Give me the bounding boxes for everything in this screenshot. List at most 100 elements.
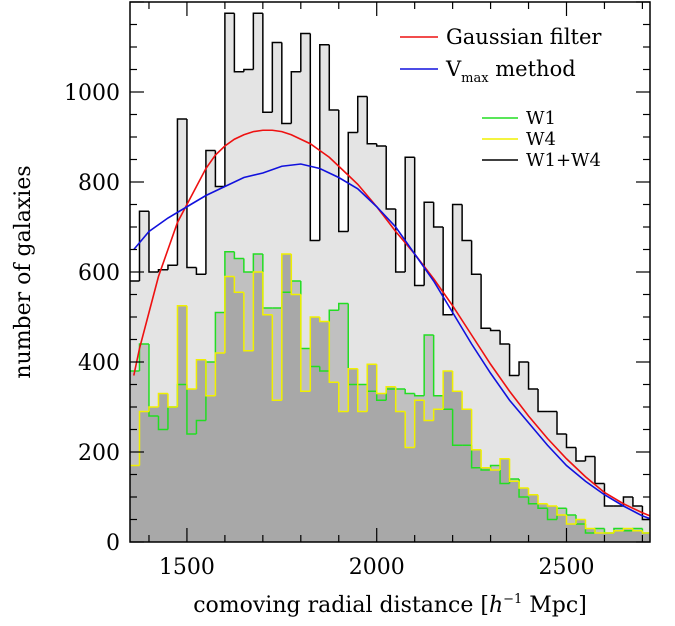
curve-layer — [133, 129, 651, 520]
hist-bin-w4 — [632, 528, 643, 532]
hist-bin-w4 — [252, 271, 263, 351]
hist-bin-w1-w4 — [508, 344, 520, 377]
hist-bin-w1-w4 — [518, 361, 529, 376]
hist-outline-w1-w4 — [130, 12, 650, 521]
hist-bin-w1 — [470, 445, 482, 469]
hist-bin-w4 — [233, 276, 244, 293]
hist-bin-w4 — [205, 359, 216, 397]
hist-bin-w1-w4 — [575, 447, 586, 462]
hist-bin-w4 — [594, 528, 605, 534]
hist-bin-w1-w4 — [205, 149, 216, 275]
hist-bin-w1-w4 — [565, 434, 576, 449]
hist-bin-w4 — [451, 371, 463, 392]
hist-bin-w4 — [546, 503, 558, 507]
hist-bin-w1-w4 — [366, 96, 377, 145]
y-tick-label: 400 — [78, 351, 120, 376]
hist-bin-w1 — [157, 416, 168, 431]
hist-bin-w1 — [338, 302, 349, 311]
y-tick-label: 600 — [78, 261, 120, 286]
histogram-layer — [130, 12, 650, 542]
hist-bin-w1-w4 — [167, 264, 178, 270]
hist-bin-w4 — [319, 317, 330, 323]
hist-bin-w4 — [423, 400, 434, 422]
hist-bin-w4 — [262, 272, 273, 316]
hist-bin-w1-w4 — [252, 12, 263, 70]
hist-bin-w4 — [432, 408, 444, 421]
hist-bin-w1-w4 — [176, 118, 187, 266]
hist-bin-w1-w4 — [148, 211, 159, 273]
hist-bin-w1 — [195, 419, 206, 434]
hist-bin-w1 — [186, 384, 197, 435]
legend-label-gaussian: Gaussian filter — [446, 25, 602, 49]
hist-bin-w1-w4 — [451, 203, 463, 315]
hist-bin-w1-w4 — [356, 95, 368, 133]
hist-bin-w1 — [451, 409, 463, 446]
hist-bin-w1 — [214, 311, 225, 362]
legend-label-w1w4: W1+W4 — [526, 150, 601, 171]
hist-bin-w4 — [157, 392, 168, 407]
hist-bin-w4 — [309, 316, 320, 392]
y-tick-label: 200 — [78, 441, 120, 466]
hist-bin-w4 — [480, 449, 491, 469]
hist-bin-w1-w4 — [262, 13, 273, 113]
hist-bin-w1-w4 — [233, 13, 244, 73]
hist-bin-w4 — [385, 386, 396, 394]
hist-bin-w4 — [527, 488, 539, 496]
hist-bin-w1-w4 — [461, 204, 472, 242]
hist-bin-w1 — [319, 366, 330, 372]
hist-bin-w1-w4 — [584, 455, 595, 461]
hist-bin-w1-w4 — [319, 44, 330, 241]
hist-bin-w1-w4 — [271, 41, 282, 113]
hist-bin-w1-w4 — [423, 201, 434, 286]
hist-bin-w4 — [375, 364, 387, 395]
hist-bin-w4 — [347, 368, 358, 412]
hist-bin-w1 — [252, 253, 263, 272]
hist-bin-w1-w4 — [603, 483, 614, 507]
y-axis-label: number of galaxies — [11, 165, 36, 378]
curve-gaussian-filter — [133, 129, 651, 517]
hist-bin-w4 — [499, 458, 510, 470]
y-tick-label: 1000 — [64, 81, 120, 106]
hist-bin-w1-w4 — [281, 42, 292, 125]
hist-bin-w4 — [622, 527, 633, 531]
hist-bin-w4 — [489, 467, 501, 471]
hist-bin-w4 — [508, 458, 520, 482]
hist-bin-w1-w4 — [338, 110, 349, 233]
hist-bin-w4 — [565, 515, 576, 525]
x-tick-label: 2500 — [538, 555, 594, 580]
hist-bin-w1-w4 — [138, 210, 149, 281]
hist-bin-w4 — [394, 386, 406, 413]
hist-bin-w1-w4 — [537, 389, 548, 413]
hist-bin-w1-w4 — [224, 12, 235, 187]
hist-bin-w1-w4 — [195, 267, 206, 275]
hist-bin-w1 — [148, 344, 159, 417]
hist-bin-w1-w4 — [480, 274, 491, 329]
hist-bin-w4 — [556, 506, 567, 516]
hist-bin-w4 — [413, 399, 425, 448]
hist-bin-w4 — [281, 253, 292, 401]
hist-bin-w1 — [243, 258, 254, 273]
hist-bin-w4 — [461, 391, 472, 410]
hist-bin-w1 — [537, 503, 548, 509]
hist-bin-w1-w4 — [290, 71, 301, 124]
hist-bin-w4 — [442, 370, 453, 410]
hist-bin-w1-w4 — [157, 269, 168, 272]
hist-bin-w1 — [423, 334, 434, 396]
hist-bin-w1-w4 — [347, 131, 358, 232]
hist-bin-w1-w4 — [594, 456, 605, 485]
hist-bin-w1-w4 — [243, 68, 254, 72]
hist-bin-w1-w4 — [404, 156, 415, 272]
hist-bin-w1-w4 — [489, 328, 501, 332]
hist-bin-w4 — [243, 292, 254, 352]
hist-bin-w1-w4 — [214, 150, 225, 188]
hist-bin-w1-w4 — [375, 143, 387, 147]
hist-bin-w4 — [186, 305, 197, 390]
hist-bin-w4 — [338, 382, 349, 413]
hist-bin-w4 — [470, 409, 482, 451]
hist-bin-w1-w4 — [470, 240, 482, 275]
hist-bin-w1-w4 — [309, 33, 320, 242]
hist-bin-w1 — [413, 393, 425, 397]
hist-bin-w4 — [328, 321, 339, 383]
